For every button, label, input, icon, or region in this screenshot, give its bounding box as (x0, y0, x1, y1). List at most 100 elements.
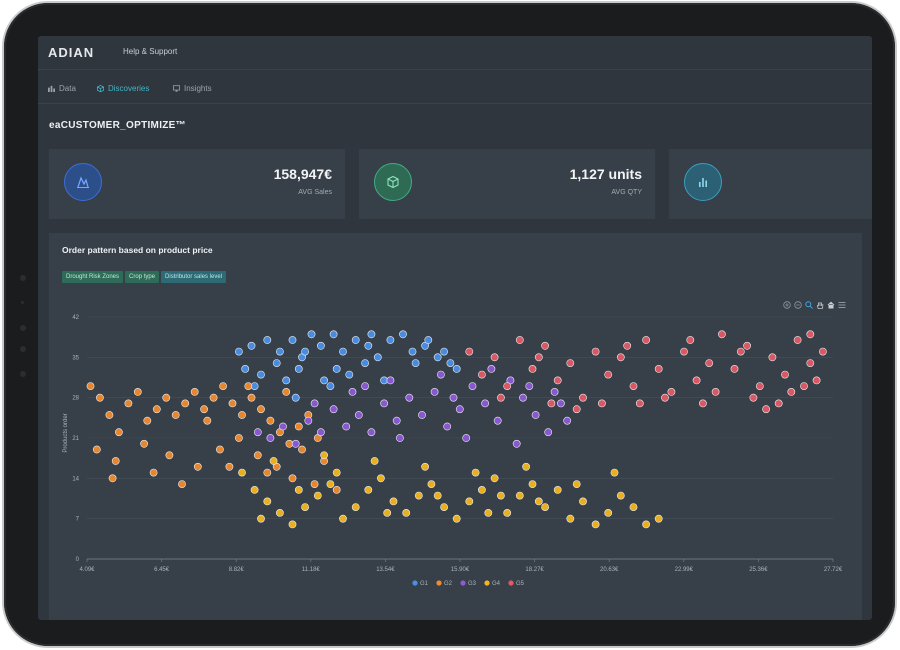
scatter-point-g5[interactable] (692, 376, 701, 385)
scatter-point-g3[interactable] (544, 428, 553, 437)
scatter-point-g5[interactable] (680, 347, 688, 356)
scatter-point-g1[interactable] (241, 364, 250, 373)
scatter-point-g3[interactable] (342, 422, 351, 431)
scatter-point-g3[interactable] (519, 393, 527, 402)
scatter-point-g4[interactable] (427, 480, 436, 488)
scatter-point-g1[interactable] (424, 336, 433, 344)
scatter-point-g2[interactable] (149, 468, 158, 477)
scatter-point-g1[interactable] (288, 336, 297, 344)
scatter-point-g2[interactable] (200, 405, 208, 414)
scatter-point-g4[interactable] (642, 520, 650, 529)
scatter-point-g3[interactable] (361, 382, 369, 390)
scatter-point-g3[interactable] (348, 387, 357, 396)
scatter-point-g1[interactable] (386, 336, 395, 344)
scatter-point-g3[interactable] (304, 416, 313, 425)
app-logo[interactable]: ADIAN (48, 45, 95, 60)
scatter-point-g4[interactable] (339, 514, 347, 523)
scatter-point-g1[interactable] (257, 370, 265, 379)
scatter-point-g4[interactable] (414, 491, 423, 500)
scatter-point-g1[interactable] (367, 330, 376, 339)
scatter-point-g4[interactable] (250, 485, 259, 494)
scatter-point-g1[interactable] (320, 376, 328, 385)
scatter-point-g5[interactable] (800, 382, 808, 390)
scatter-point-g5[interactable] (579, 393, 587, 402)
scatter-point-g4[interactable] (629, 503, 638, 511)
scatter-point-g5[interactable] (642, 336, 650, 344)
scatter-point-g4[interactable] (452, 514, 461, 523)
scatter-point-g1[interactable] (373, 353, 382, 362)
scatter-point-g2[interactable] (133, 387, 142, 396)
menu-icon[interactable] (838, 301, 846, 309)
scatter-point-g4[interactable] (528, 480, 537, 488)
scatter-point-g2[interactable] (203, 416, 212, 425)
scatter-point-g4[interactable] (383, 508, 392, 517)
scatter-point-g4[interactable] (566, 514, 575, 523)
scatter-point-g4[interactable] (269, 457, 278, 465)
scatter-point-g5[interactable] (465, 347, 474, 356)
scatter-point-g2[interactable] (263, 468, 272, 477)
scatter-point-g5[interactable] (718, 330, 726, 339)
legend-marker-g5[interactable] (508, 580, 514, 586)
scatter-point-g4[interactable] (389, 497, 398, 506)
help-support-link[interactable]: Help & Support (123, 47, 178, 56)
scatter-point-g4[interactable] (477, 485, 486, 494)
scatter-point-g3[interactable] (405, 393, 414, 402)
scatter-point-g1[interactable] (282, 376, 291, 385)
scatter-point-g1[interactable] (291, 393, 300, 402)
scatter-point-g3[interactable] (563, 416, 572, 425)
scatter-point-g1[interactable] (329, 330, 338, 339)
scatter-point-g5[interactable] (591, 347, 600, 356)
scatter-point-g1[interactable] (263, 336, 272, 344)
scatter-point-g3[interactable] (354, 411, 363, 419)
scatter-point-g5[interactable] (604, 370, 613, 379)
scatter-point-g5[interactable] (515, 336, 524, 344)
scatter-point-g5[interactable] (699, 399, 707, 408)
filter-tag-distributor[interactable]: Distributor sales level (161, 271, 227, 283)
scatter-point-g2[interactable] (111, 457, 120, 465)
scatter-point-g4[interactable] (440, 503, 448, 511)
scatter-point-g1[interactable] (433, 353, 442, 362)
scatter-point-g2[interactable] (288, 474, 297, 483)
scatter-point-g2[interactable] (228, 399, 237, 408)
scatter-point-g4[interactable] (572, 480, 581, 488)
scatter-point-g4[interactable] (257, 514, 265, 523)
zoom-in-icon[interactable] (783, 301, 791, 309)
scatter-point-g3[interactable] (392, 416, 401, 425)
scatter-point-g4[interactable] (332, 468, 341, 477)
legend-label[interactable]: G1 (420, 581, 429, 587)
scatter-point-g2[interactable] (209, 393, 218, 402)
scatter-point-g2[interactable] (115, 428, 123, 437)
zoom-out-icon[interactable] (794, 301, 802, 309)
scatter-point-g1[interactable] (294, 364, 303, 373)
scatter-point-g4[interactable] (465, 497, 474, 506)
scatter-point-g4[interactable] (496, 491, 505, 500)
scatter-point-g5[interactable] (490, 353, 499, 362)
scatter-point-g4[interactable] (604, 508, 613, 517)
scatter-point-g2[interactable] (294, 422, 303, 431)
scatter-point-g2[interactable] (143, 416, 152, 425)
scatter-point-g4[interactable] (313, 491, 322, 500)
scatter-point-g5[interactable] (667, 387, 676, 396)
scatter-point-g1[interactable] (234, 347, 243, 356)
scatter-point-g4[interactable] (610, 468, 619, 477)
scatter-point-g2[interactable] (178, 480, 186, 488)
scatter-point-g4[interactable] (541, 503, 549, 511)
scatter-point-g4[interactable] (484, 508, 493, 517)
filter-tag-crop[interactable]: Crop type (125, 271, 160, 283)
scatter-point-g4[interactable] (654, 514, 663, 523)
scatter-point-g5[interactable] (623, 341, 632, 350)
scatter-point-g5[interactable] (749, 393, 758, 402)
legend-label[interactable]: G5 (516, 581, 525, 587)
home-reset-icon[interactable] (827, 301, 835, 309)
scatter-point-g1[interactable] (452, 364, 461, 373)
scatter-point-g1[interactable] (272, 359, 281, 368)
scatter-point-g1[interactable] (364, 341, 373, 350)
scatter-point-g3[interactable] (329, 405, 338, 414)
scatter-point-g3[interactable] (316, 428, 325, 437)
scatter-point-g2[interactable] (92, 445, 101, 454)
scatter-point-g1[interactable] (307, 330, 316, 339)
legend-marker-g1[interactable] (412, 580, 418, 586)
scatter-point-g5[interactable] (534, 353, 543, 362)
scatter-point-g4[interactable] (370, 457, 379, 465)
legend-label[interactable]: G3 (468, 581, 477, 587)
